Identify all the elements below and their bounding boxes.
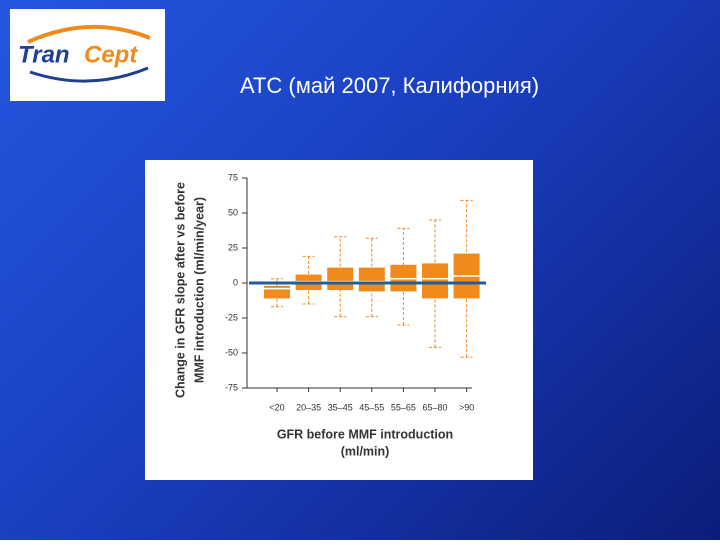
y-axis-label: MMF introduction (ml/min/year) <box>192 197 206 383</box>
y-tick-label: 0 <box>233 277 238 287</box>
box <box>358 267 385 292</box>
x-tick-label: 55–65 <box>391 402 416 412</box>
logo-swoosh <box>29 66 149 83</box>
box <box>264 285 290 299</box>
y-tick-label: 25 <box>228 242 238 252</box>
x-tick-label: 20–35 <box>296 402 321 412</box>
logo-text: Cept <box>84 41 138 68</box>
y-tick-label: -25 <box>225 312 238 322</box>
logo-swoosh <box>27 25 151 44</box>
y-tick-label: 75 <box>228 172 238 182</box>
x-axis-label: GFR before MMF introduction <box>277 427 453 441</box>
chart-panel <box>145 160 533 480</box>
x-tick-label: 35–45 <box>328 402 353 412</box>
y-tick-label: -50 <box>225 347 238 357</box>
logo-text: Tran <box>18 41 70 68</box>
x-tick-label: 45–55 <box>359 402 384 412</box>
box <box>327 267 354 290</box>
slide-title: АТС (май 2007, Калифорния) <box>240 73 539 98</box>
logo-box <box>10 9 165 101</box>
x-tick-label: >90 <box>459 402 474 412</box>
box <box>422 263 448 299</box>
y-tick-label: 50 <box>228 207 238 217</box>
y-axis-label: Change in GFR slope after vs before <box>173 182 187 398</box>
x-axis-label: (ml/min) <box>341 444 390 458</box>
x-tick-label: <20 <box>269 402 284 412</box>
y-tick-label: -75 <box>225 382 238 392</box>
x-tick-label: 65–80 <box>422 402 447 412</box>
